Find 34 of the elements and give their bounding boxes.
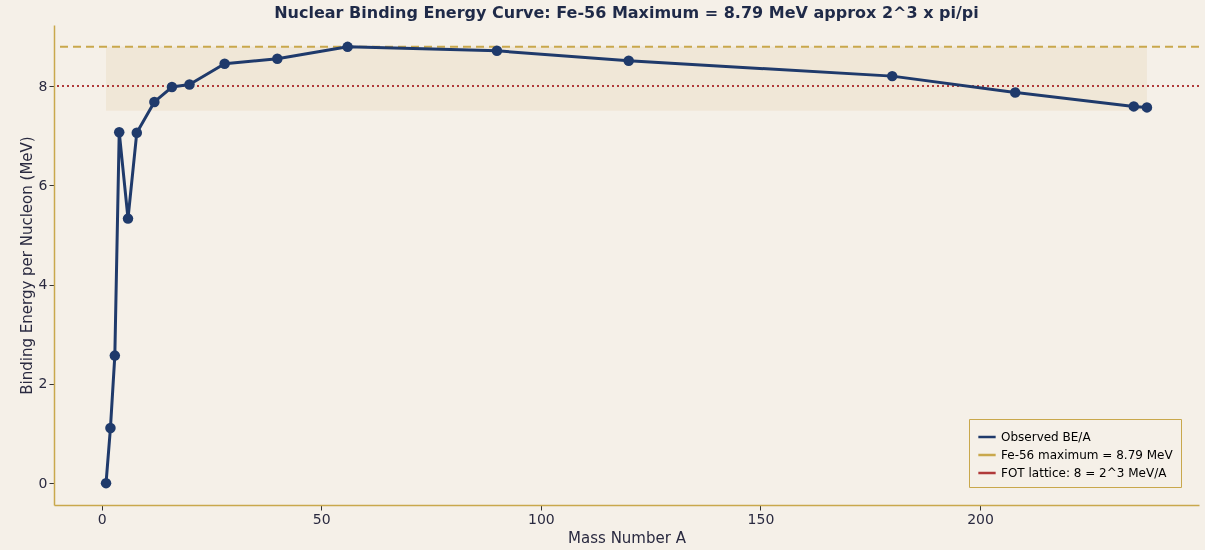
x-axis-title: Mass Number A <box>568 528 687 547</box>
point <box>886 70 898 82</box>
legend-label: Observed BE/A <box>1001 430 1092 444</box>
point <box>131 127 143 138</box>
point <box>219 58 230 69</box>
point <box>623 55 634 66</box>
point <box>122 213 134 224</box>
x-tick-label: 200 <box>967 510 994 527</box>
x-tick-label: 50 <box>312 510 331 527</box>
x-tick-label: 100 <box>527 510 555 527</box>
point <box>166 81 178 93</box>
y-tick-label: 0 <box>38 474 48 491</box>
legend-label: Fe-56 maximum = 8.79 MeV <box>1001 448 1174 462</box>
point <box>1141 102 1153 113</box>
point <box>100 477 112 489</box>
point <box>491 45 503 57</box>
y-tick-label: 6 <box>38 176 48 193</box>
point <box>109 350 121 361</box>
y-tick-label: 4 <box>38 276 48 293</box>
point <box>184 79 195 90</box>
point <box>272 53 283 64</box>
point <box>149 96 160 108</box>
point <box>342 41 353 53</box>
y-axis-title: Binding Energy per Nucleon (MeV) <box>17 136 36 395</box>
point <box>1128 101 1140 112</box>
x-tick-label: 150 <box>747 510 775 527</box>
point <box>1009 87 1021 98</box>
chart-title: Nuclear Binding Energy Curve: Fe-56 Maximum = 8.79 MeV approx 2^3 x pi/pi <box>274 3 979 22</box>
y-tick-label: 8 <box>38 77 48 94</box>
y-tick-label: 2 <box>38 375 48 392</box>
x-tick-label: 0 <box>97 510 107 527</box>
legend-label: FOT lattice: 8 = 2^3 MeV/A <box>1001 466 1168 480</box>
point <box>105 422 116 434</box>
point <box>113 126 125 138</box>
